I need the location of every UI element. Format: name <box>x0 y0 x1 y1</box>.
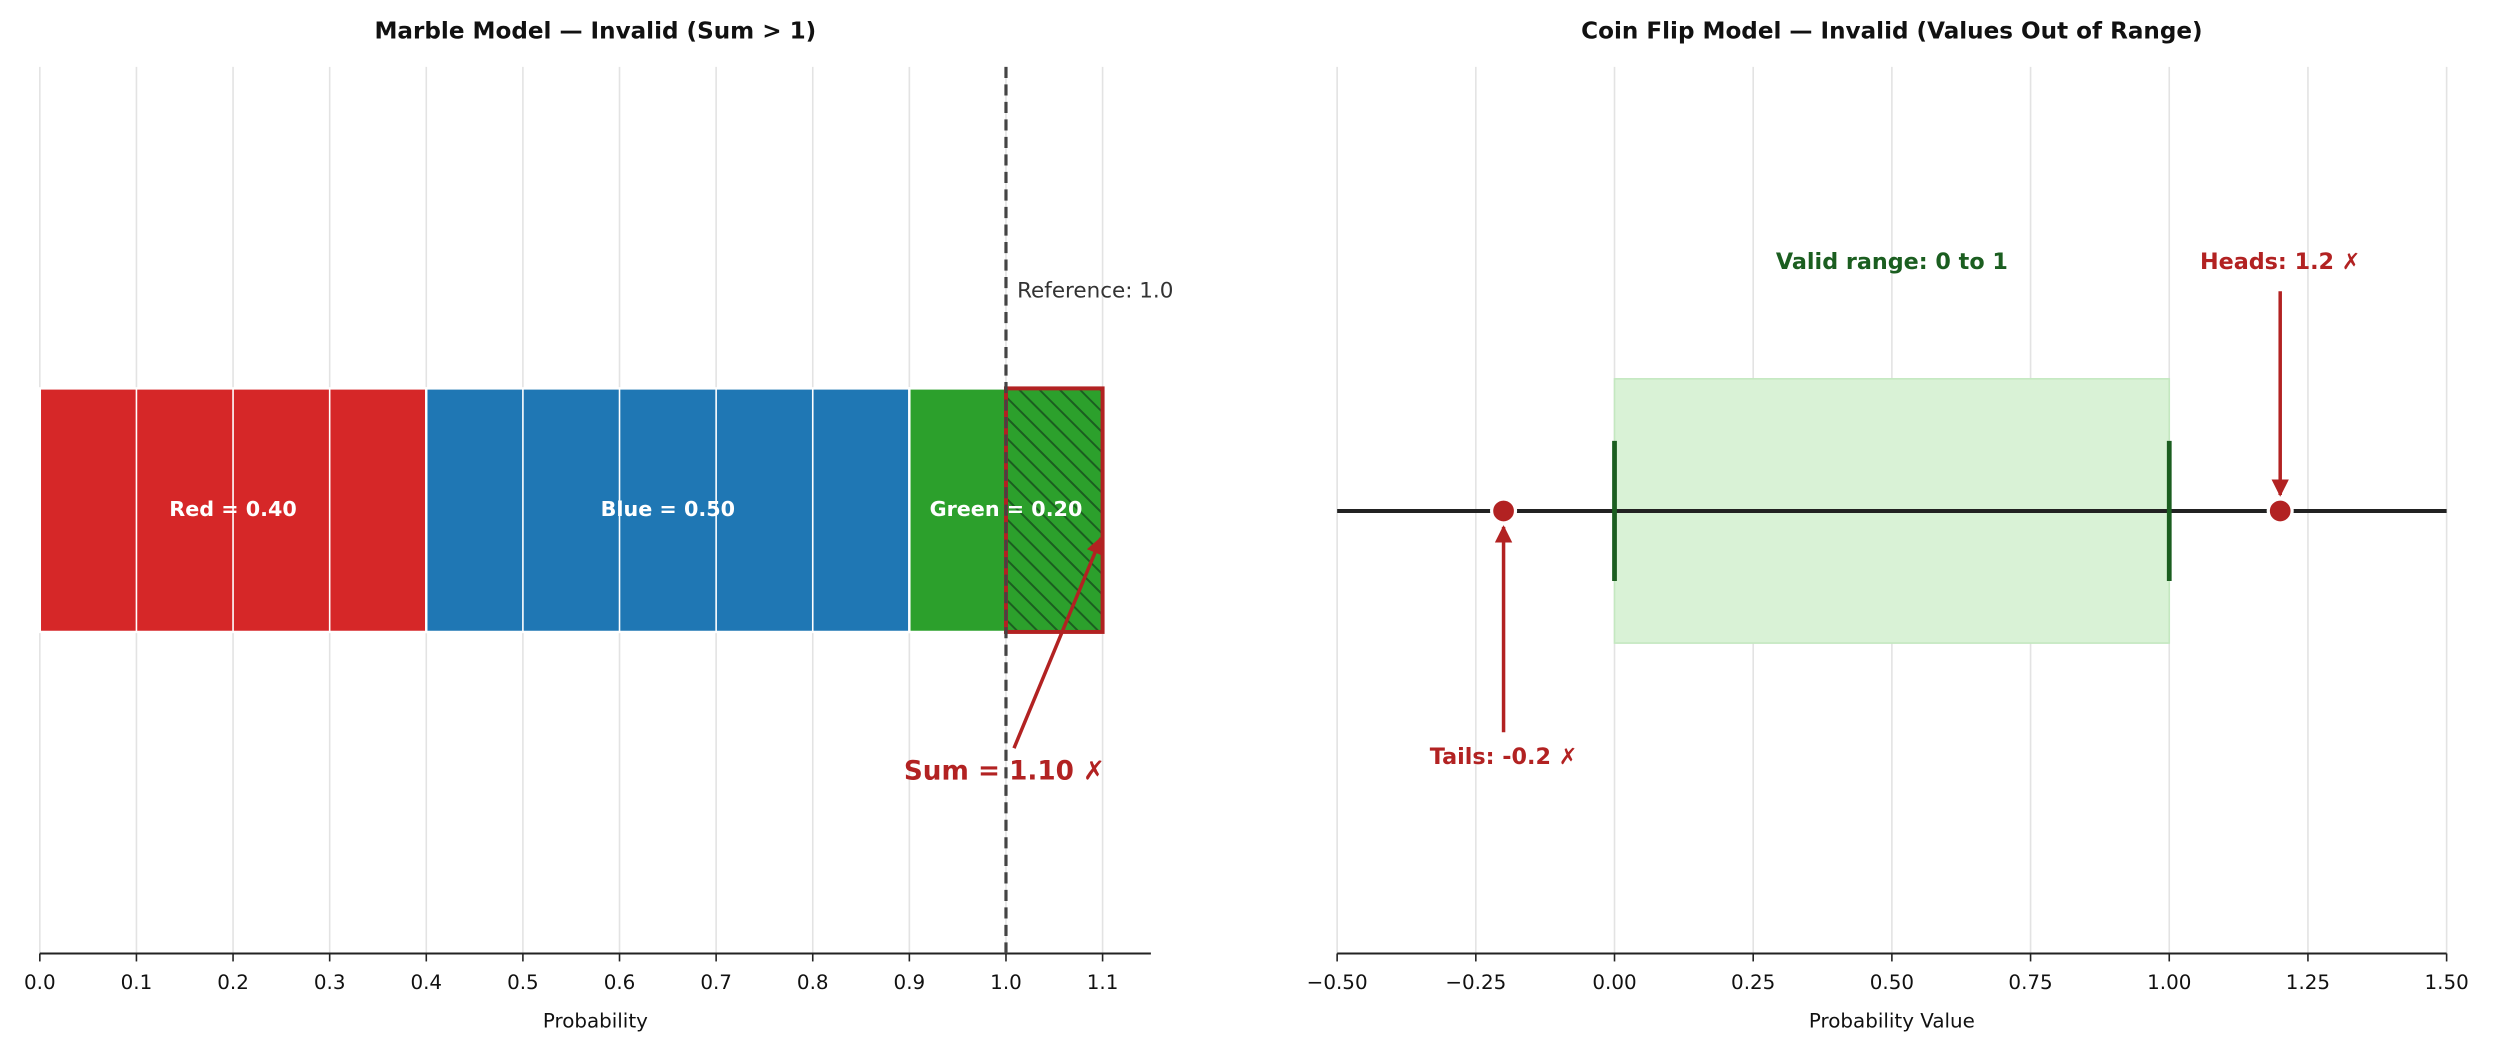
point <box>2266 497 2294 525</box>
x-tick-label: 1.0 <box>990 971 1022 994</box>
x-tick-label: 0.4 <box>410 971 442 994</box>
overflow <box>1003 386 1105 634</box>
x-tick-label: 1.25 <box>2286 971 2330 994</box>
x-tick-label: 0.2 <box>217 971 249 994</box>
bar-label: Blue = 0.50 <box>601 497 735 521</box>
x-tick-label: −0.50 <box>1307 971 1368 994</box>
x-tick-label: 0.5 <box>507 971 539 994</box>
x-tick-label: 0.6 <box>604 971 636 994</box>
range-label: Valid range: 0 to 1 <box>1776 249 2008 275</box>
point-label: Tails: -0.2 ✗ <box>1430 744 1578 770</box>
x-tick-label: 0.25 <box>1731 971 1775 994</box>
x-tick-label: 1.50 <box>2424 971 2468 994</box>
x-tick-label: 0.7 <box>700 971 732 994</box>
sum-arrow <box>1012 536 1104 749</box>
x-tick-label: 1.00 <box>2147 971 2191 994</box>
bar-label: Red = 0.40 <box>169 497 297 521</box>
x-tick-label: 0.9 <box>894 971 926 994</box>
x-tick-label: 0.0 <box>24 971 56 994</box>
point <box>1490 497 1518 525</box>
chart-title: Marble Model — Invalid (Sum > 1) <box>374 18 816 44</box>
x-tick-label: 1.1 <box>1087 971 1119 994</box>
x-tick-label: 0.75 <box>2008 971 2052 994</box>
x-tick-label: 0.1 <box>121 971 153 994</box>
point-label: Heads: 1.2 ✗ <box>2200 249 2360 275</box>
x-axis-label: Probability Value <box>1809 1009 1975 1032</box>
x-tick-label: 0.8 <box>797 971 829 994</box>
x-tick-label: 0.3 <box>314 971 346 994</box>
x-axis-label: Probability <box>543 1009 648 1032</box>
x-tick-label: 0.00 <box>1592 971 1636 994</box>
x-tick-label: 0.50 <box>1870 971 1914 994</box>
chart-title: Coin Flip Model — Invalid (Values Out of… <box>1581 18 2202 44</box>
reference-label: Reference: 1.0 <box>1017 278 1173 303</box>
sum-label: Sum = 1.10 ✗ <box>904 757 1105 787</box>
bar-segment <box>425 387 911 634</box>
x-tick-label: −0.25 <box>1445 971 1506 994</box>
